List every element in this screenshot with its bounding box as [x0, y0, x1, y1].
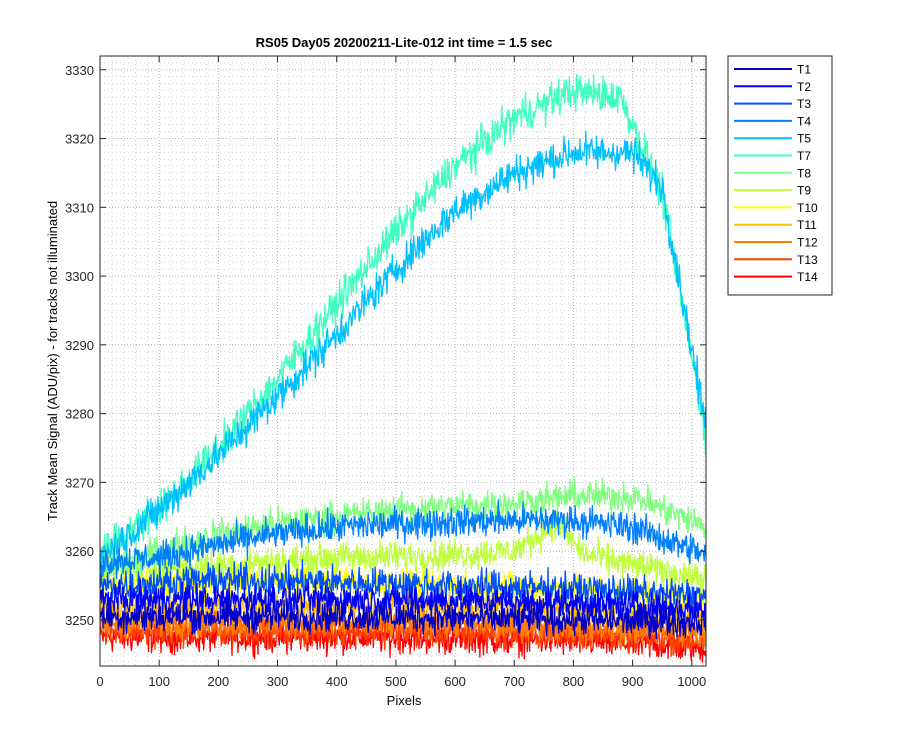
series-line-t7: [100, 73, 706, 563]
legend-label-t5: T5: [797, 132, 811, 146]
y-tick-label: 3270: [65, 475, 94, 490]
series-line-t3: [100, 559, 706, 614]
plot-area: 0 100 200 300 400 500 600 700 800 900 1000 3250 326…: [65, 55, 707, 689]
x-tick-label: 900: [622, 674, 644, 689]
x-tick-label: 300: [267, 674, 289, 689]
legend-label-t9: T9: [797, 184, 811, 198]
legend-label-t10: T10: [797, 201, 818, 215]
legend-label-t14: T14: [797, 270, 818, 284]
x-tick-label: 0: [96, 674, 103, 689]
series-line-t5: [100, 130, 706, 577]
y-axis: 3250 3260 3270 3280 3290 3300 3310 3320 3330: [65, 63, 706, 628]
x-axis: 0 100 200 300 400 500 600 700 800 900 1000: [96, 56, 706, 689]
y-tick-label: 3300: [65, 269, 94, 284]
y-tick-label: 3260: [65, 544, 94, 559]
series-line-t9: [100, 510, 706, 598]
y-tick-label: 3310: [65, 200, 94, 215]
x-axis-label: Pixels: [387, 693, 422, 708]
legend-label-t8: T8: [797, 166, 811, 180]
legend-label-t1: T1: [797, 63, 811, 77]
legend-label-t2: T2: [797, 80, 811, 94]
x-tick-label: 100: [148, 674, 170, 689]
y-tick-label: 3290: [65, 338, 94, 353]
x-tick-label: 600: [444, 674, 466, 689]
legend-label-t13: T13: [797, 253, 818, 267]
series-layer: [100, 73, 706, 663]
y-tick-label: 3250: [65, 613, 94, 628]
series-line-t2: [100, 578, 706, 629]
series-line-t4: [100, 499, 706, 580]
y-axis-label: Track Mean Signal (ADU/pix) - for tracks…: [45, 201, 60, 521]
x-tick-label: 400: [326, 674, 348, 689]
legend: T1 T2 T3 T4 T5 T7 T8 T9 T10 T11 T12 T13 T14: [727, 55, 833, 296]
legend-label-t4: T4: [797, 114, 811, 128]
legend-label-t7: T7: [797, 149, 811, 163]
x-tick-label: 800: [563, 674, 585, 689]
x-tick-label: 200: [208, 674, 230, 689]
y-tick-label: 3320: [65, 132, 94, 147]
series-line-t1: [100, 596, 706, 640]
x-tick-label: 700: [503, 674, 525, 689]
legend-label-t12: T12: [797, 236, 818, 250]
y-tick-label: 3280: [65, 407, 94, 422]
x-tick-label: 1000: [677, 674, 706, 689]
legend-label-t3: T3: [797, 97, 811, 111]
chart-title: RS05 Day05 20200211-Lite-012 int time = …: [256, 35, 553, 50]
y-tick-label: 3330: [65, 63, 94, 78]
legend-label-t11: T11: [797, 218, 817, 232]
x-tick-label: 500: [385, 674, 407, 689]
